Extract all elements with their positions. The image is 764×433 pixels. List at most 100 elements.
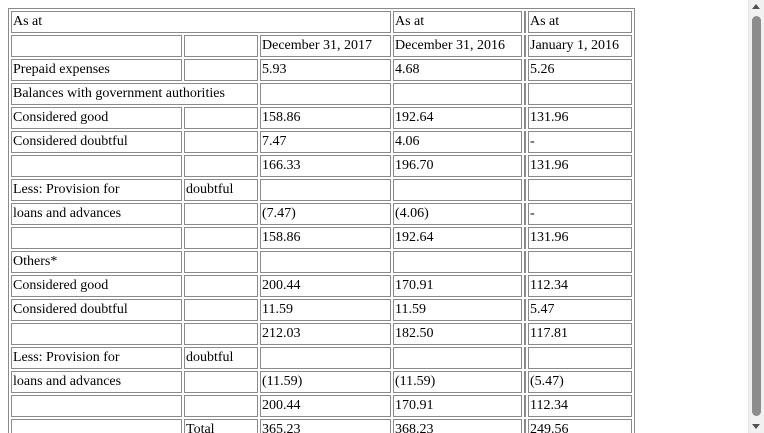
empty-cell xyxy=(184,227,258,249)
value-cell: 11.59 xyxy=(260,299,391,321)
empty-cell xyxy=(11,395,182,417)
separator-cell xyxy=(524,419,526,433)
empty-cell xyxy=(184,251,258,273)
table-row: loans and advances (7.47) (4.06) - xyxy=(11,203,632,225)
empty-cell xyxy=(184,203,258,225)
subtotal-cell: 131.96 xyxy=(528,227,632,249)
table-row: 200.44 170.91 112.34 xyxy=(11,395,632,417)
row-label: Considered doubtful xyxy=(11,131,182,153)
empty-cell xyxy=(393,179,522,201)
value-cell: (11.59) xyxy=(260,371,391,393)
separator-cell xyxy=(524,347,526,369)
subtotal-cell: 166.33 xyxy=(260,155,391,177)
separator-cell xyxy=(524,227,526,249)
subtotal-cell: 131.96 xyxy=(528,155,632,177)
table-row: 158.86 192.64 131.96 xyxy=(11,227,632,249)
total-cell: 368.23 xyxy=(393,419,522,433)
empty-cell xyxy=(184,299,258,321)
empty-cell xyxy=(528,179,632,201)
empty-cell xyxy=(184,395,258,417)
value-cell: 112.34 xyxy=(528,275,632,297)
empty-cell xyxy=(393,251,522,273)
table-row: Others* xyxy=(11,251,632,273)
row-label: loans and advances xyxy=(11,371,182,393)
value-cell: 7.47 xyxy=(260,131,391,153)
row-label-continued: doubtful xyxy=(184,179,258,201)
table-row: 212.03 182.50 117.81 xyxy=(11,323,632,345)
value-cell: 5.47 xyxy=(528,299,632,321)
separator-cell xyxy=(524,11,526,33)
separator-cell xyxy=(524,275,526,297)
empty-cell xyxy=(260,251,391,273)
separator-cell xyxy=(524,83,526,105)
empty-cell xyxy=(11,227,182,249)
row-label: Less: Provision for xyxy=(11,179,182,201)
table-row: Considered good 158.86 192.64 131.96 xyxy=(11,107,632,129)
table-row-header-as-at: As at As at As at xyxy=(11,11,632,33)
empty-cell xyxy=(11,323,182,345)
value-cell: 5.93 xyxy=(260,59,391,81)
value-cell: 192.64 xyxy=(393,107,522,129)
value-cell: 200.44 xyxy=(260,275,391,297)
header-as-at-cell: As at xyxy=(11,11,391,33)
separator-cell xyxy=(524,131,526,153)
row-label: loans and advances xyxy=(11,203,182,225)
empty-cell xyxy=(528,347,632,369)
subtotal-cell: 212.03 xyxy=(260,323,391,345)
empty-cell xyxy=(11,35,182,57)
empty-cell xyxy=(184,107,258,129)
value-cell: 11.59 xyxy=(393,299,522,321)
separator-cell xyxy=(524,179,526,201)
section-heading: Balances with government authorities xyxy=(11,83,258,105)
table-row: 166.33 196.70 131.96 xyxy=(11,155,632,177)
section-heading: Others* xyxy=(11,251,182,273)
subtotal-cell: 117.81 xyxy=(528,323,632,345)
scroll-down-arrow-icon[interactable] xyxy=(752,424,760,429)
value-cell: (11.59) xyxy=(393,371,522,393)
value-cell: 5.26 xyxy=(528,59,632,81)
empty-cell xyxy=(184,155,258,177)
subtotal-cell: 158.86 xyxy=(260,227,391,249)
value-cell: 131.96 xyxy=(528,107,632,129)
total-cell: 249.56 xyxy=(528,419,632,433)
subtotal-cell: 196.70 xyxy=(393,155,522,177)
table-row-total: Total 365.23 368.23 249.56 xyxy=(11,419,632,433)
separator-cell xyxy=(524,155,526,177)
subtotal-cell: 112.34 xyxy=(528,395,632,417)
empty-cell xyxy=(184,371,258,393)
subtotal-cell: 192.64 xyxy=(393,227,522,249)
value-cell: 4.68 xyxy=(393,59,522,81)
empty-cell xyxy=(528,251,632,273)
empty-cell xyxy=(260,347,391,369)
value-cell: 4.06 xyxy=(393,131,522,153)
separator-cell xyxy=(524,395,526,417)
table-row: Less: Provision for doubtful xyxy=(11,347,632,369)
separator-cell xyxy=(524,203,526,225)
table-row: Balances with government authorities xyxy=(11,83,632,105)
scrollbar-thumb[interactable] xyxy=(752,16,761,416)
total-cell: 365.23 xyxy=(260,419,391,433)
document-viewport: As at As at As at December 31, 2017 Dece… xyxy=(8,8,635,433)
row-label: Considered doubtful xyxy=(11,299,182,321)
empty-cell xyxy=(260,179,391,201)
value-cell: (4.06) xyxy=(393,203,522,225)
value-cell: - xyxy=(528,203,632,225)
scroll-up-arrow-icon[interactable] xyxy=(752,4,760,9)
subtotal-cell: 200.44 xyxy=(260,395,391,417)
subtotal-cell: 170.91 xyxy=(393,395,522,417)
row-label: Considered good xyxy=(11,107,182,129)
header-as-at-cell: As at xyxy=(528,11,632,33)
empty-cell xyxy=(184,59,258,81)
table-row: loans and advances (11.59) (11.59) (5.47… xyxy=(11,371,632,393)
vertical-scrollbar[interactable] xyxy=(748,0,764,433)
empty-cell xyxy=(260,83,391,105)
empty-cell xyxy=(184,275,258,297)
empty-cell xyxy=(184,35,258,57)
value-cell: 170.91 xyxy=(393,275,522,297)
empty-cell xyxy=(184,131,258,153)
separator-cell xyxy=(524,323,526,345)
table-row: Considered doubtful 7.47 4.06 - xyxy=(11,131,632,153)
value-cell: - xyxy=(528,131,632,153)
value-cell: 158.86 xyxy=(260,107,391,129)
empty-cell xyxy=(393,83,522,105)
